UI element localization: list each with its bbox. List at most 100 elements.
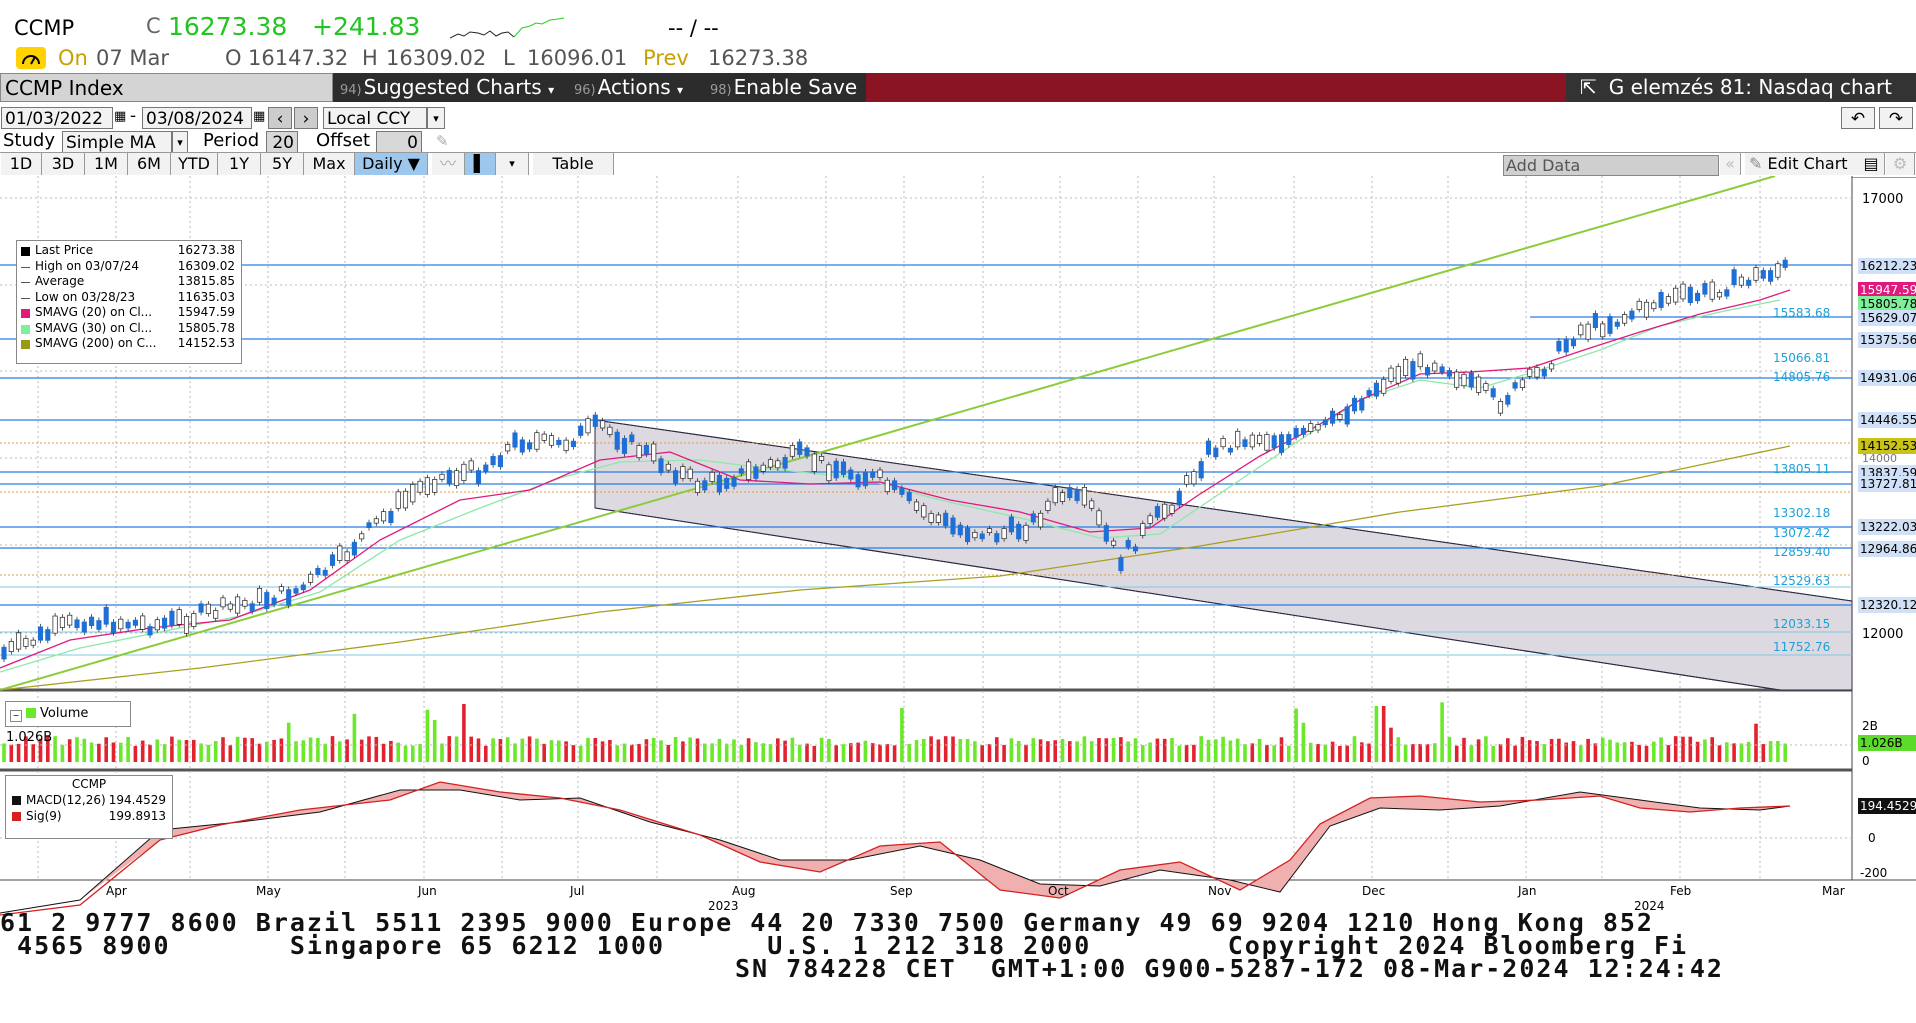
candle	[475, 470, 482, 485]
tab-ytd[interactable]: YTD	[171, 153, 218, 175]
tab-3d[interactable]: 3D	[42, 153, 85, 175]
tab-6m[interactable]: 6M	[128, 153, 171, 175]
open-label: O	[225, 46, 242, 70]
axis-value-tag: 15375.56	[1858, 332, 1916, 348]
axis-value-tag: 13222.03	[1858, 519, 1916, 535]
calendar-icon[interactable]: ▦	[114, 109, 127, 124]
month-label: Sep	[890, 884, 913, 898]
price-candles[interactable]	[1, 257, 1788, 663]
scroll-left-button[interactable]: ‹	[268, 107, 292, 129]
candle	[1512, 382, 1518, 389]
volume-bar	[1119, 737, 1123, 762]
candle	[1198, 461, 1204, 479]
price-chart[interactable]: 17000 14000 12000 2B 0 0 -200 15583.68 1…	[0, 176, 1916, 916]
level-lines[interactable]	[0, 264, 1852, 606]
suggested-charts-button[interactable]: 94) Suggested Charts ▾	[340, 73, 566, 102]
enable-save-button[interactable]: 98) Enable Save	[710, 73, 864, 102]
candle	[789, 445, 795, 457]
volume-swatch	[26, 708, 36, 718]
trendline[interactable]	[0, 176, 1776, 691]
security-field[interactable]: CCMP Index	[0, 73, 333, 102]
chart-title-button[interactable]: ⇱ G elemzés 81: Nasdaq chart	[1566, 73, 1916, 102]
legend-row[interactable]: SMAVG (200) on C... 14152.53	[17, 336, 241, 352]
bar-chart-icon[interactable]: ▌	[465, 153, 496, 175]
volume-bar	[75, 737, 79, 762]
legend-row[interactable]: High on 03/07/24 16309.02	[17, 259, 241, 275]
date-time: -- / --	[668, 16, 719, 40]
study-type-select[interactable]: Simple MA	[62, 131, 172, 153]
end-date-input[interactable]: 03/08/2024	[142, 107, 252, 129]
legend-row[interactable]: Low on 03/28/23 11635.03	[17, 290, 241, 306]
candle	[468, 460, 474, 471]
month-label: Mar	[1822, 884, 1845, 898]
collapse-icon[interactable]: −	[10, 710, 22, 722]
candle	[1169, 504, 1175, 514]
volume-bars[interactable]	[2, 702, 1787, 762]
volume-bar	[615, 745, 619, 762]
title-banner	[866, 73, 1566, 102]
calendar-icon[interactable]: ▦	[253, 109, 266, 124]
frequency-select[interactable]: Daily ▼	[355, 153, 428, 175]
candle	[1286, 434, 1292, 445]
volume-bar	[1338, 745, 1342, 762]
macd-legend[interactable]: CCMP MACD(12,26) 194.4529 Sig(9) 199.891…	[5, 775, 173, 839]
volume-bar	[622, 743, 627, 762]
candle	[1600, 323, 1606, 338]
legend-row[interactable]: SMAVG (20) on Cl... 15947.59	[17, 305, 241, 321]
tab-1m[interactable]: 1M	[85, 153, 128, 175]
add-data-input[interactable]: Add Data	[1503, 155, 1719, 176]
volume-bar	[1060, 738, 1065, 762]
volume-label: Volume 1.026B	[6, 706, 89, 745]
open-value: 16147.32	[248, 46, 349, 70]
undo-button[interactable]: ↶	[1841, 107, 1875, 129]
volume-bar	[60, 744, 65, 762]
tab-1y[interactable]: 1Y	[218, 153, 261, 175]
volume-bar	[1141, 745, 1145, 762]
pencil-icon[interactable]: ✎	[436, 132, 449, 150]
candle	[315, 567, 321, 575]
candle	[716, 474, 722, 493]
prev-value: 16273.38	[708, 46, 809, 70]
volume-legend[interactable]: − Volume 1.026B	[5, 701, 131, 745]
legend-row[interactable]: Last Price 16273.38	[17, 243, 241, 259]
legend-row[interactable]: SMAVG (30) on Cl... 15805.78	[17, 321, 241, 337]
candle	[271, 597, 277, 605]
start-date-input[interactable]: 01/03/2022	[1, 107, 113, 129]
chevron-down-icon[interactable]: ▾	[172, 131, 188, 153]
scroll-right-button[interactable]: ›	[294, 107, 318, 129]
volume-bar	[257, 743, 262, 762]
chevron-down-icon[interactable]: ▾	[427, 107, 445, 129]
tab-5y[interactable]: 5Y	[261, 153, 304, 175]
price-legend[interactable]: Last Price 16273.38 High on 03/07/24 16309.…	[16, 240, 242, 364]
redo-button[interactable]: ↷	[1879, 107, 1913, 129]
candle	[899, 488, 905, 495]
volume-bar	[542, 743, 546, 762]
tab-max[interactable]: Max	[304, 153, 355, 175]
chart-settings-icon[interactable]: ▤	[1858, 153, 1885, 175]
line-chart-icon[interactable]: 〰	[432, 153, 465, 175]
volume-bar	[1294, 708, 1298, 762]
volume-bar	[754, 742, 758, 762]
candle	[1563, 338, 1569, 353]
gear-icon[interactable]: ⚙	[1886, 153, 1915, 175]
currency-select[interactable]: Local CCY	[323, 107, 427, 129]
volume-bar	[870, 743, 875, 762]
tab-1d[interactable]: 1D	[1, 153, 42, 175]
offset-input[interactable]: 0	[376, 131, 422, 153]
candle	[1344, 406, 1350, 425]
volume-bar	[1177, 745, 1182, 762]
chevron-down-icon[interactable]: ▾	[496, 153, 529, 175]
edit-chart-button[interactable]: ✎ Edit Chart	[1745, 153, 1860, 175]
candle	[366, 522, 372, 528]
table-button[interactable]: Table	[533, 153, 614, 175]
actions-button[interactable]: 96) Actions ▾	[574, 73, 702, 102]
legend-row[interactable]: Average 13815.85	[17, 274, 241, 290]
volume-bar	[776, 738, 780, 762]
period-input[interactable]: 20	[266, 131, 298, 153]
volume-bar	[1257, 739, 1262, 762]
double-chevron-icon[interactable]: «	[1720, 153, 1741, 175]
candle	[1636, 300, 1642, 310]
speedometer-icon[interactable]	[16, 47, 46, 69]
low-value: 16096.01	[527, 46, 628, 70]
volume-bar	[746, 738, 751, 762]
